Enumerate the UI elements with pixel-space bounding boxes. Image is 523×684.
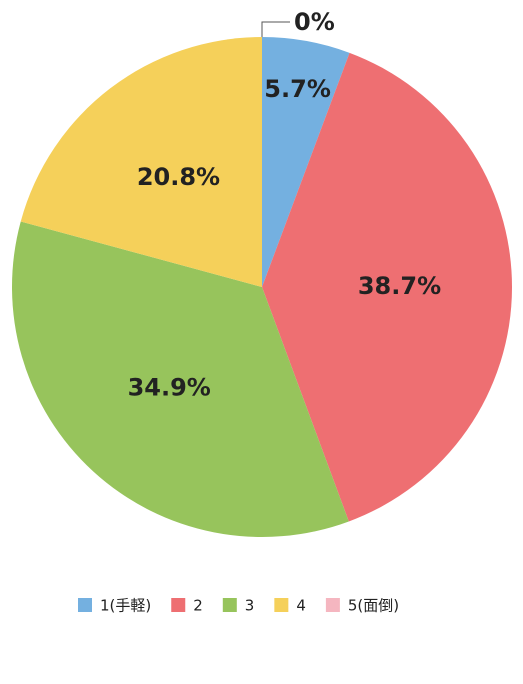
legend-swatch	[325, 598, 340, 612]
pie-slice	[11, 221, 349, 538]
value-label: 5.7%	[264, 75, 331, 103]
legend-label: 5(面倒)	[348, 597, 399, 615]
leader-line	[261, 21, 290, 37]
legend-swatch	[171, 598, 186, 612]
legend-label: 3	[245, 597, 255, 615]
pie-slice	[262, 52, 512, 522]
legend-swatch	[274, 598, 289, 612]
pie-slice	[20, 37, 263, 287]
value-label: 0%	[294, 8, 335, 36]
legend-label: 1(手軽)	[100, 597, 151, 615]
legend-swatch	[222, 598, 237, 612]
value-label: 20.8%	[137, 163, 220, 191]
value-label: 34.9%	[128, 373, 211, 401]
pie-slice	[262, 37, 350, 287]
legend-label: 2	[193, 597, 203, 615]
legend-swatch	[78, 598, 92, 612]
value-label: 38.7%	[358, 272, 441, 300]
legend-label: 4	[296, 597, 306, 615]
